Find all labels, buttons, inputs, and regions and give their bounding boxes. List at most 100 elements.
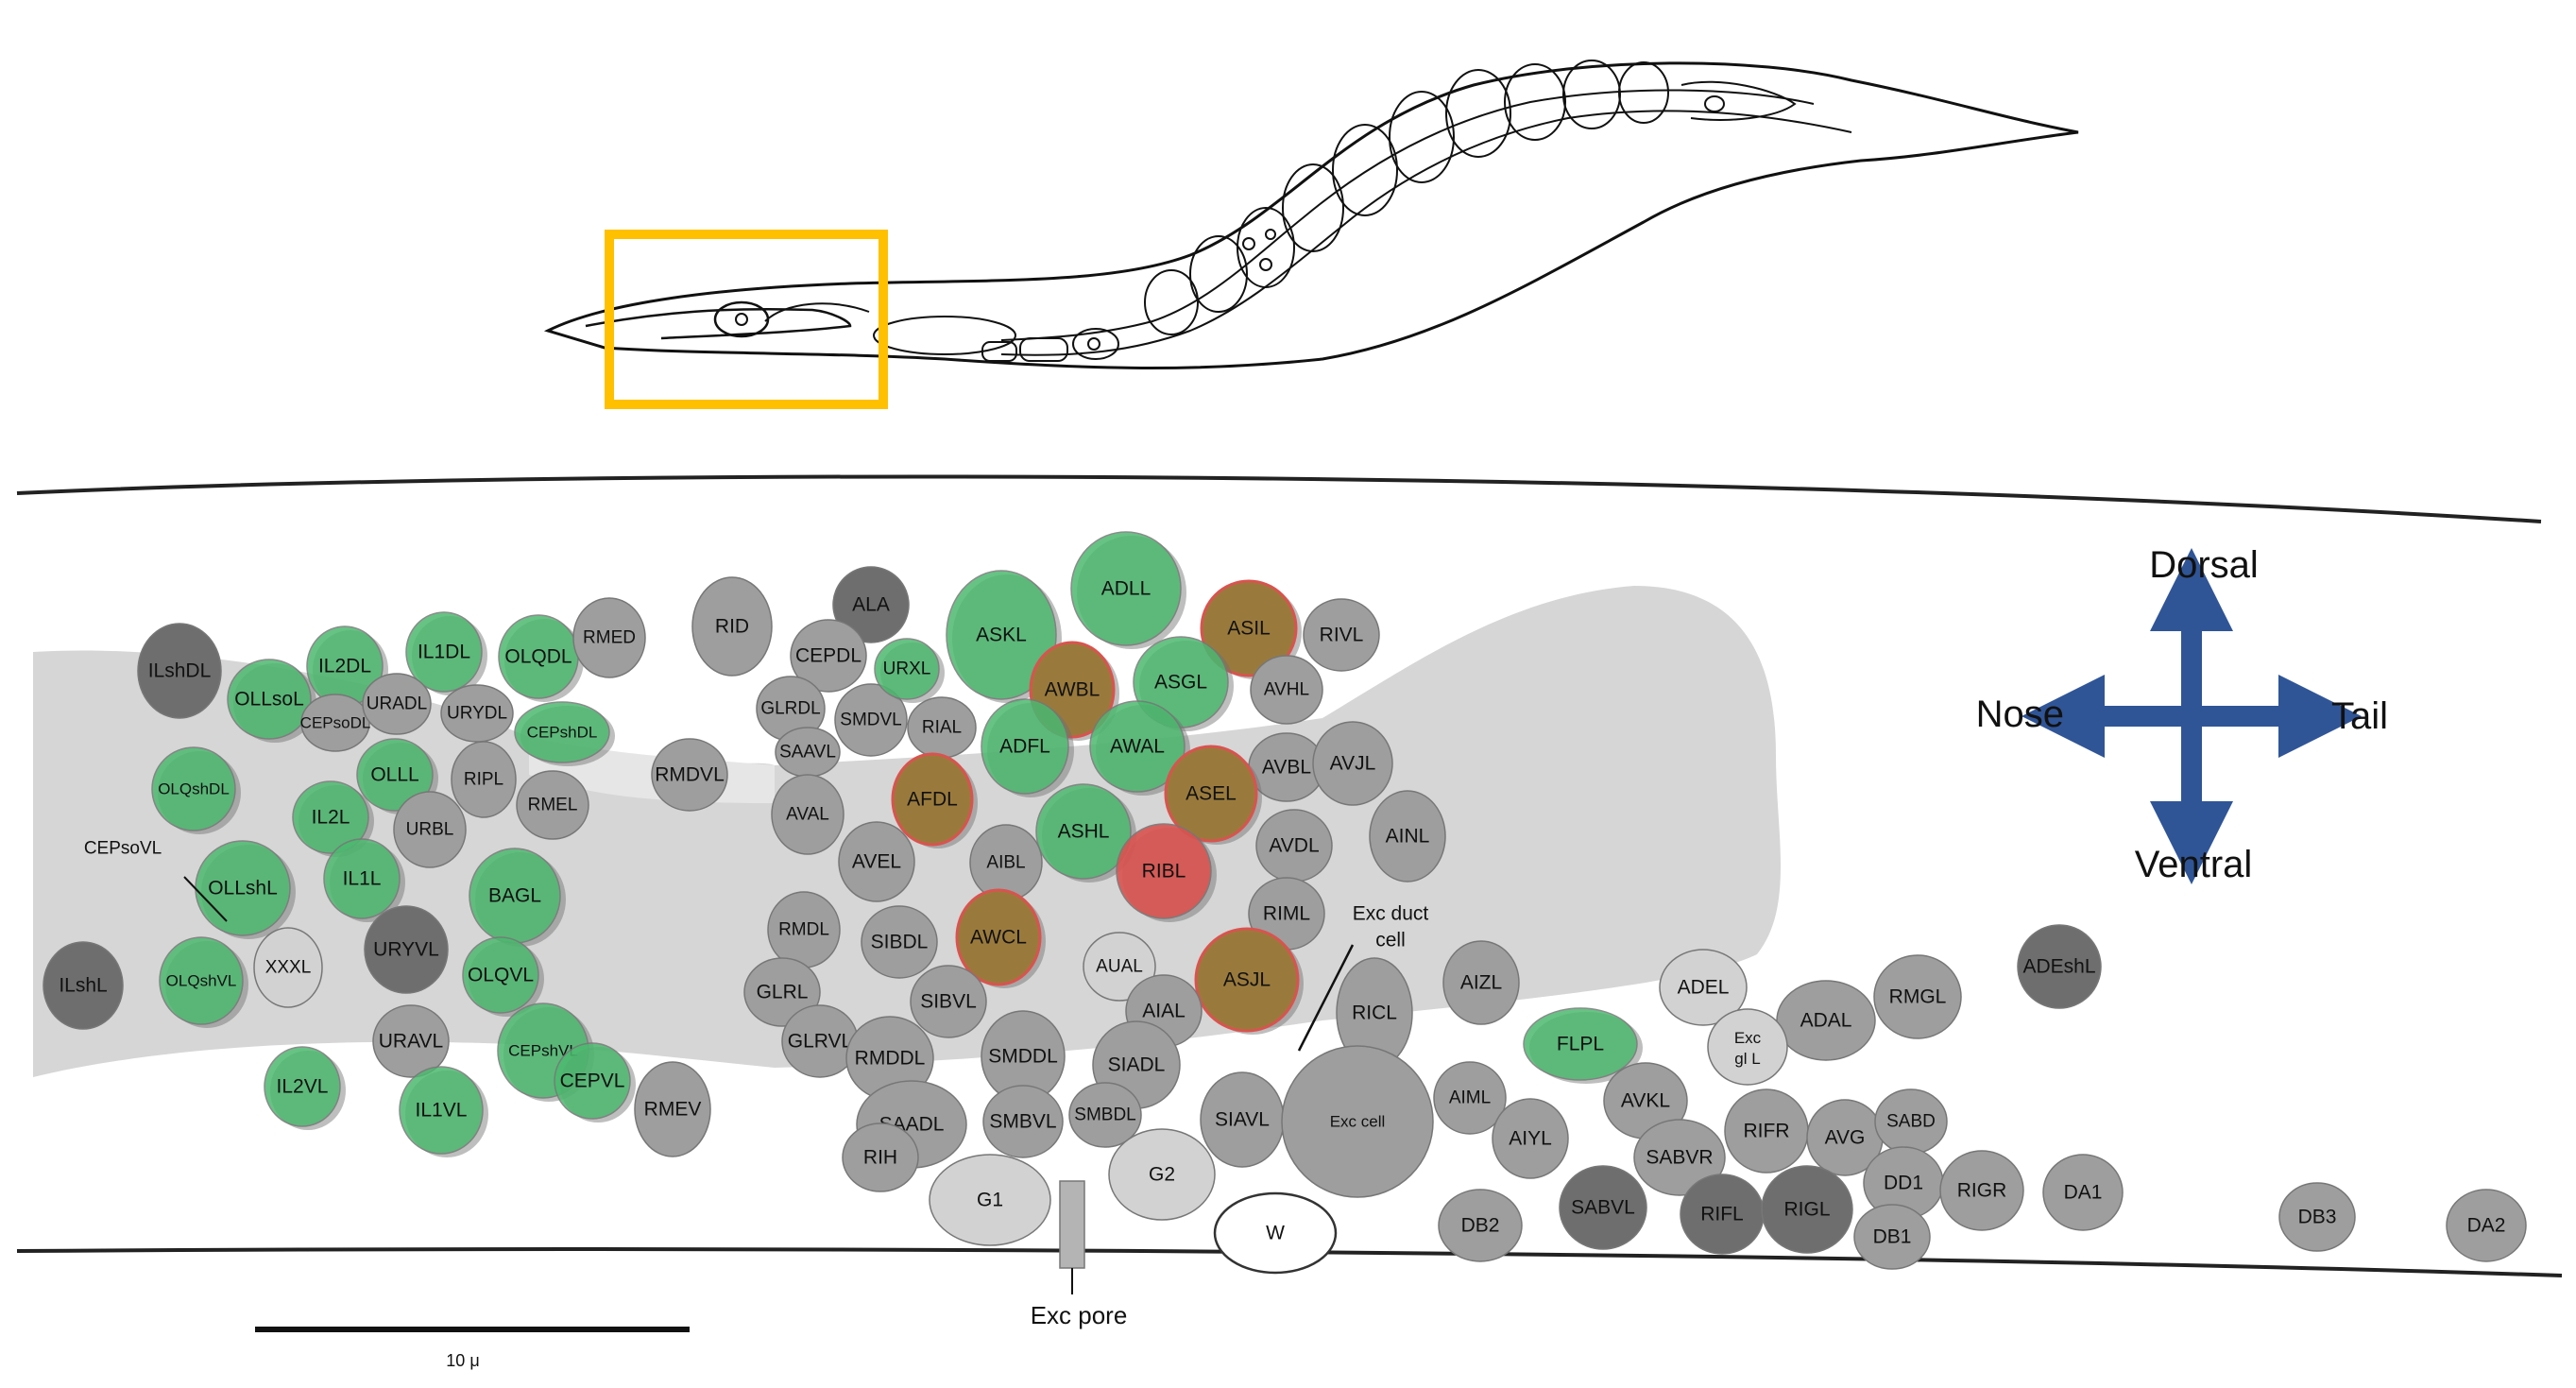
- cell-body: [2446, 1189, 2527, 1262]
- cell-uradl: URADL: [362, 673, 432, 735]
- cell-label: SABVL: [1571, 1197, 1635, 1219]
- cell-label: RIBL: [1142, 861, 1186, 882]
- cell-body: [462, 936, 539, 1014]
- cell-body: [1108, 1128, 1216, 1221]
- cell-label: OLQshVL: [166, 972, 237, 990]
- cell-label: CEPsoDL: [300, 714, 371, 732]
- cell-label: ASHL: [1058, 821, 1110, 843]
- cell-cepsodl: CEPsoDL: [300, 694, 371, 752]
- cell-xxxl: XXXL: [253, 927, 323, 1008]
- cell-label: AIZL: [1460, 972, 1502, 994]
- cell-urydl: URYDL: [440, 684, 514, 743]
- cell-body: [981, 698, 1069, 795]
- cell-label: URBL: [406, 820, 454, 840]
- cell-bagl: BAGL: [469, 848, 566, 947]
- cell-label: SMDVL: [840, 711, 901, 730]
- cell-body: [861, 905, 938, 979]
- cell-asil: ASIL: [1200, 579, 1302, 679]
- cell-rial: RIAL: [907, 696, 977, 759]
- cell-urxl: URXL: [874, 638, 945, 703]
- cell-label: RIGL: [1783, 1199, 1830, 1221]
- cell-label: RMED: [583, 628, 636, 648]
- cell-aibl: AIBL: [969, 824, 1043, 901]
- cell-label: URADL: [367, 694, 427, 714]
- cell-label: IL1VL: [416, 1100, 468, 1122]
- cell-label: SIBDL: [871, 932, 929, 953]
- cell-body: [651, 738, 728, 812]
- cell-exc-cell: Exc cell: [1281, 1045, 1434, 1198]
- cell-ripl: RIPL: [451, 741, 517, 818]
- cell-smbvl: SMBVL: [982, 1085, 1064, 1158]
- cell-label: AIBL: [986, 853, 1025, 873]
- cell-sabd: SABD: [1874, 1088, 1948, 1155]
- cell-body: [910, 965, 987, 1038]
- cell-body: [405, 611, 483, 693]
- cell-db2: DB2: [1438, 1189, 1523, 1262]
- cell-label-line: gl L: [1734, 1050, 1760, 1068]
- cell-label: W: [1266, 1223, 1285, 1244]
- cell-db1: DB1: [1853, 1204, 1931, 1270]
- cell-ricl: RICL: [1336, 957, 1413, 1069]
- cell-aual: AUAL: [1083, 932, 1156, 1002]
- cell-g1: G1: [929, 1154, 1051, 1246]
- cell-body: [2278, 1182, 2356, 1252]
- cell-label: ASEL: [1186, 783, 1237, 805]
- cell-sabvl: SABVL: [1559, 1165, 1647, 1250]
- cell-g2: G2: [1108, 1128, 1216, 1221]
- cell-ilshl: ILshL: [43, 941, 124, 1030]
- cell-body: [554, 1042, 631, 1120]
- cell-label: AVJL: [1330, 753, 1376, 775]
- cell-avhl: AVHL: [1250, 655, 1323, 725]
- cell-olqshvl: OLQshVL: [159, 936, 248, 1028]
- cell-label: RIH: [863, 1147, 897, 1169]
- cell-label: SIAVL: [1215, 1109, 1270, 1131]
- excretory-pore: Exc pore: [1031, 1180, 1127, 1329]
- cell-label: ASIL: [1227, 618, 1271, 640]
- cell-label: GLRVL: [788, 1031, 853, 1053]
- cell-label: CEPVL: [560, 1071, 625, 1092]
- cell-da2: DA2: [2446, 1189, 2527, 1262]
- cell-label: ADEL: [1678, 977, 1730, 999]
- excretory-duct-label: cell: [1375, 930, 1406, 951]
- cell-body: [1303, 598, 1380, 672]
- cell-label: ADAL: [1800, 1010, 1852, 1032]
- cell-body: [1438, 1189, 1523, 1262]
- cell-label: ALA: [852, 594, 890, 616]
- cell-body: [891, 752, 974, 847]
- cell-body: [372, 1004, 450, 1078]
- excretory-duct-cell: Exc duct cell: [1297, 903, 1429, 1052]
- cell-label: ASKL: [976, 625, 1027, 646]
- excretory-duct-label: Exc duct: [1353, 903, 1429, 925]
- cell-label: RID: [715, 616, 749, 638]
- cell-body: [743, 957, 821, 1027]
- cell-awcl: AWCL: [955, 888, 1046, 988]
- cell-askl: ASKL: [946, 570, 1062, 703]
- cell-label: AWAL: [1110, 736, 1165, 758]
- cell-body: [1939, 1150, 2024, 1231]
- cell-awal: AWAL: [1089, 700, 1190, 796]
- cell-saavl: SAAVL: [775, 727, 841, 778]
- cell-label: G2: [1149, 1164, 1175, 1186]
- cell-body: [955, 888, 1042, 986]
- cell-label: DB1: [1873, 1226, 1912, 1248]
- cell-body: [1164, 745, 1258, 843]
- cell-body: [771, 774, 844, 855]
- cell-label: ADEshL: [2022, 956, 2095, 978]
- cell-body: [227, 659, 312, 740]
- cepsovl: CEPsoVL: [84, 839, 228, 922]
- cell-body: [323, 838, 401, 919]
- cell-body: [253, 927, 323, 1008]
- cell-rifr: RIFR: [1724, 1088, 1809, 1174]
- cell-label: AIML: [1449, 1088, 1491, 1108]
- cell-body: [1200, 579, 1298, 677]
- cell-label: SIADL: [1108, 1054, 1166, 1076]
- cell-body: [572, 597, 646, 678]
- cell-label: AVBL: [1262, 757, 1311, 779]
- cell-label: ILshL: [59, 975, 107, 997]
- scale-bar: 10 μ: [255, 1327, 690, 1370]
- cell-glrvl: GLRVL: [781, 1004, 859, 1078]
- cell-aval: AVAL: [771, 774, 844, 855]
- cell-label: AVKL: [1621, 1090, 1670, 1112]
- cell-label: RMGL: [1889, 986, 1947, 1008]
- cell-afdl: AFDL: [891, 752, 978, 848]
